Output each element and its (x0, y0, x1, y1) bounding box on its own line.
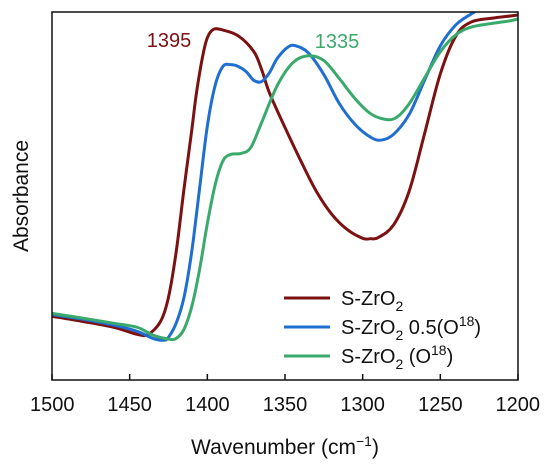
x-tick-label: 1400 (185, 394, 230, 416)
series-line-2 (52, 12, 477, 342)
peak-label-1335: 1335 (315, 31, 360, 53)
legend-label: S-ZrO2 0.5(O18) (341, 313, 481, 343)
series-line-1 (52, 13, 518, 338)
legend-label: S-ZrO2 (341, 288, 403, 314)
legend-label: S-ZrO2 (O18) (341, 342, 453, 372)
x-tick-label: 1200 (496, 394, 541, 416)
x-tick-label: 1500 (30, 394, 75, 416)
series-layer (52, 12, 518, 342)
peak-annotations: 1395 1335 (147, 30, 360, 53)
x-tick-label: 1250 (418, 394, 463, 416)
legend-entry-2: S-ZrO2 0.5(O18) (284, 313, 481, 343)
x-tick-label: 1350 (263, 394, 308, 416)
x-tick-label: 1300 (340, 394, 385, 416)
y-axis-title: Absorbance (10, 140, 33, 252)
peak-label-1395: 1395 (147, 30, 192, 52)
x-axis-title: Wavenumber (cm−1) (191, 433, 379, 459)
series-line-3 (52, 17, 518, 342)
legend-entry-1: S-ZrO2 (284, 288, 403, 314)
legend-entry-3: S-ZrO2 (O18) (284, 342, 453, 372)
x-tick-label: 1450 (107, 394, 152, 416)
x-axis: 1500 1450 1400 1350 1300 1250 1200 (30, 374, 540, 416)
